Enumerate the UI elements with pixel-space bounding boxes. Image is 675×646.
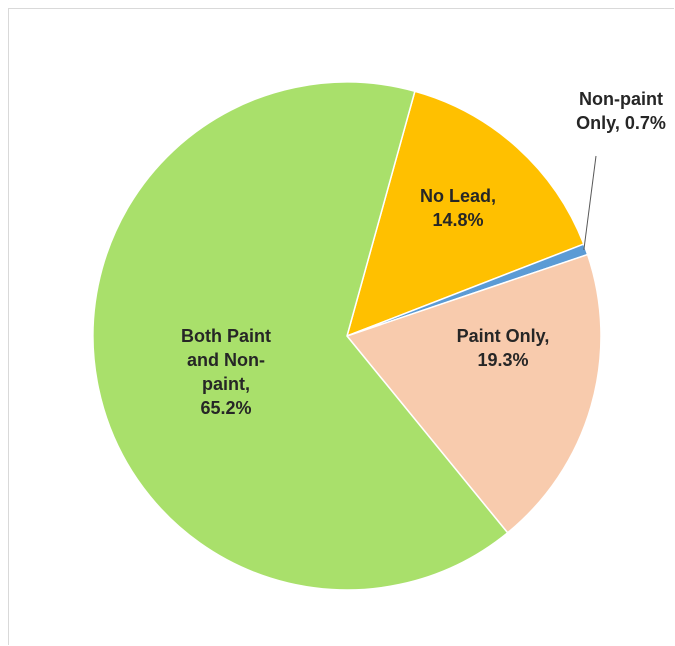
data-label-line: 19.3% bbox=[477, 350, 528, 370]
data-label-paint-only: Paint Only, 19.3% bbox=[457, 326, 550, 370]
data-label-line: Paint Only, bbox=[457, 326, 550, 346]
data-label-no-lead: No Lead, 14.8% bbox=[420, 186, 496, 230]
data-label-line: Only, 0.7% bbox=[576, 113, 666, 133]
data-label-line: 65.2% bbox=[200, 398, 251, 418]
data-label-line: Both Paint bbox=[181, 326, 271, 346]
pie-slice-paint-only bbox=[345, 253, 602, 534]
data-label-line: Non-paint bbox=[579, 89, 663, 109]
data-label-line: paint, bbox=[202, 374, 250, 394]
data-label-line: and Non- bbox=[187, 350, 265, 370]
data-label-line: No Lead, bbox=[420, 186, 496, 206]
data-label-both-paint-and-non-paint: Both Paint and Non-paint, 65.2% bbox=[181, 326, 271, 418]
pie-slice-no-lead bbox=[345, 90, 585, 338]
pie-slice-both-paint-and-non-paint bbox=[92, 81, 509, 591]
data-label-non-paint-only: Non-paint Only, 0.7% bbox=[576, 89, 666, 133]
data-label-line: 14.8% bbox=[432, 210, 483, 230]
leader-line bbox=[583, 155, 597, 251]
